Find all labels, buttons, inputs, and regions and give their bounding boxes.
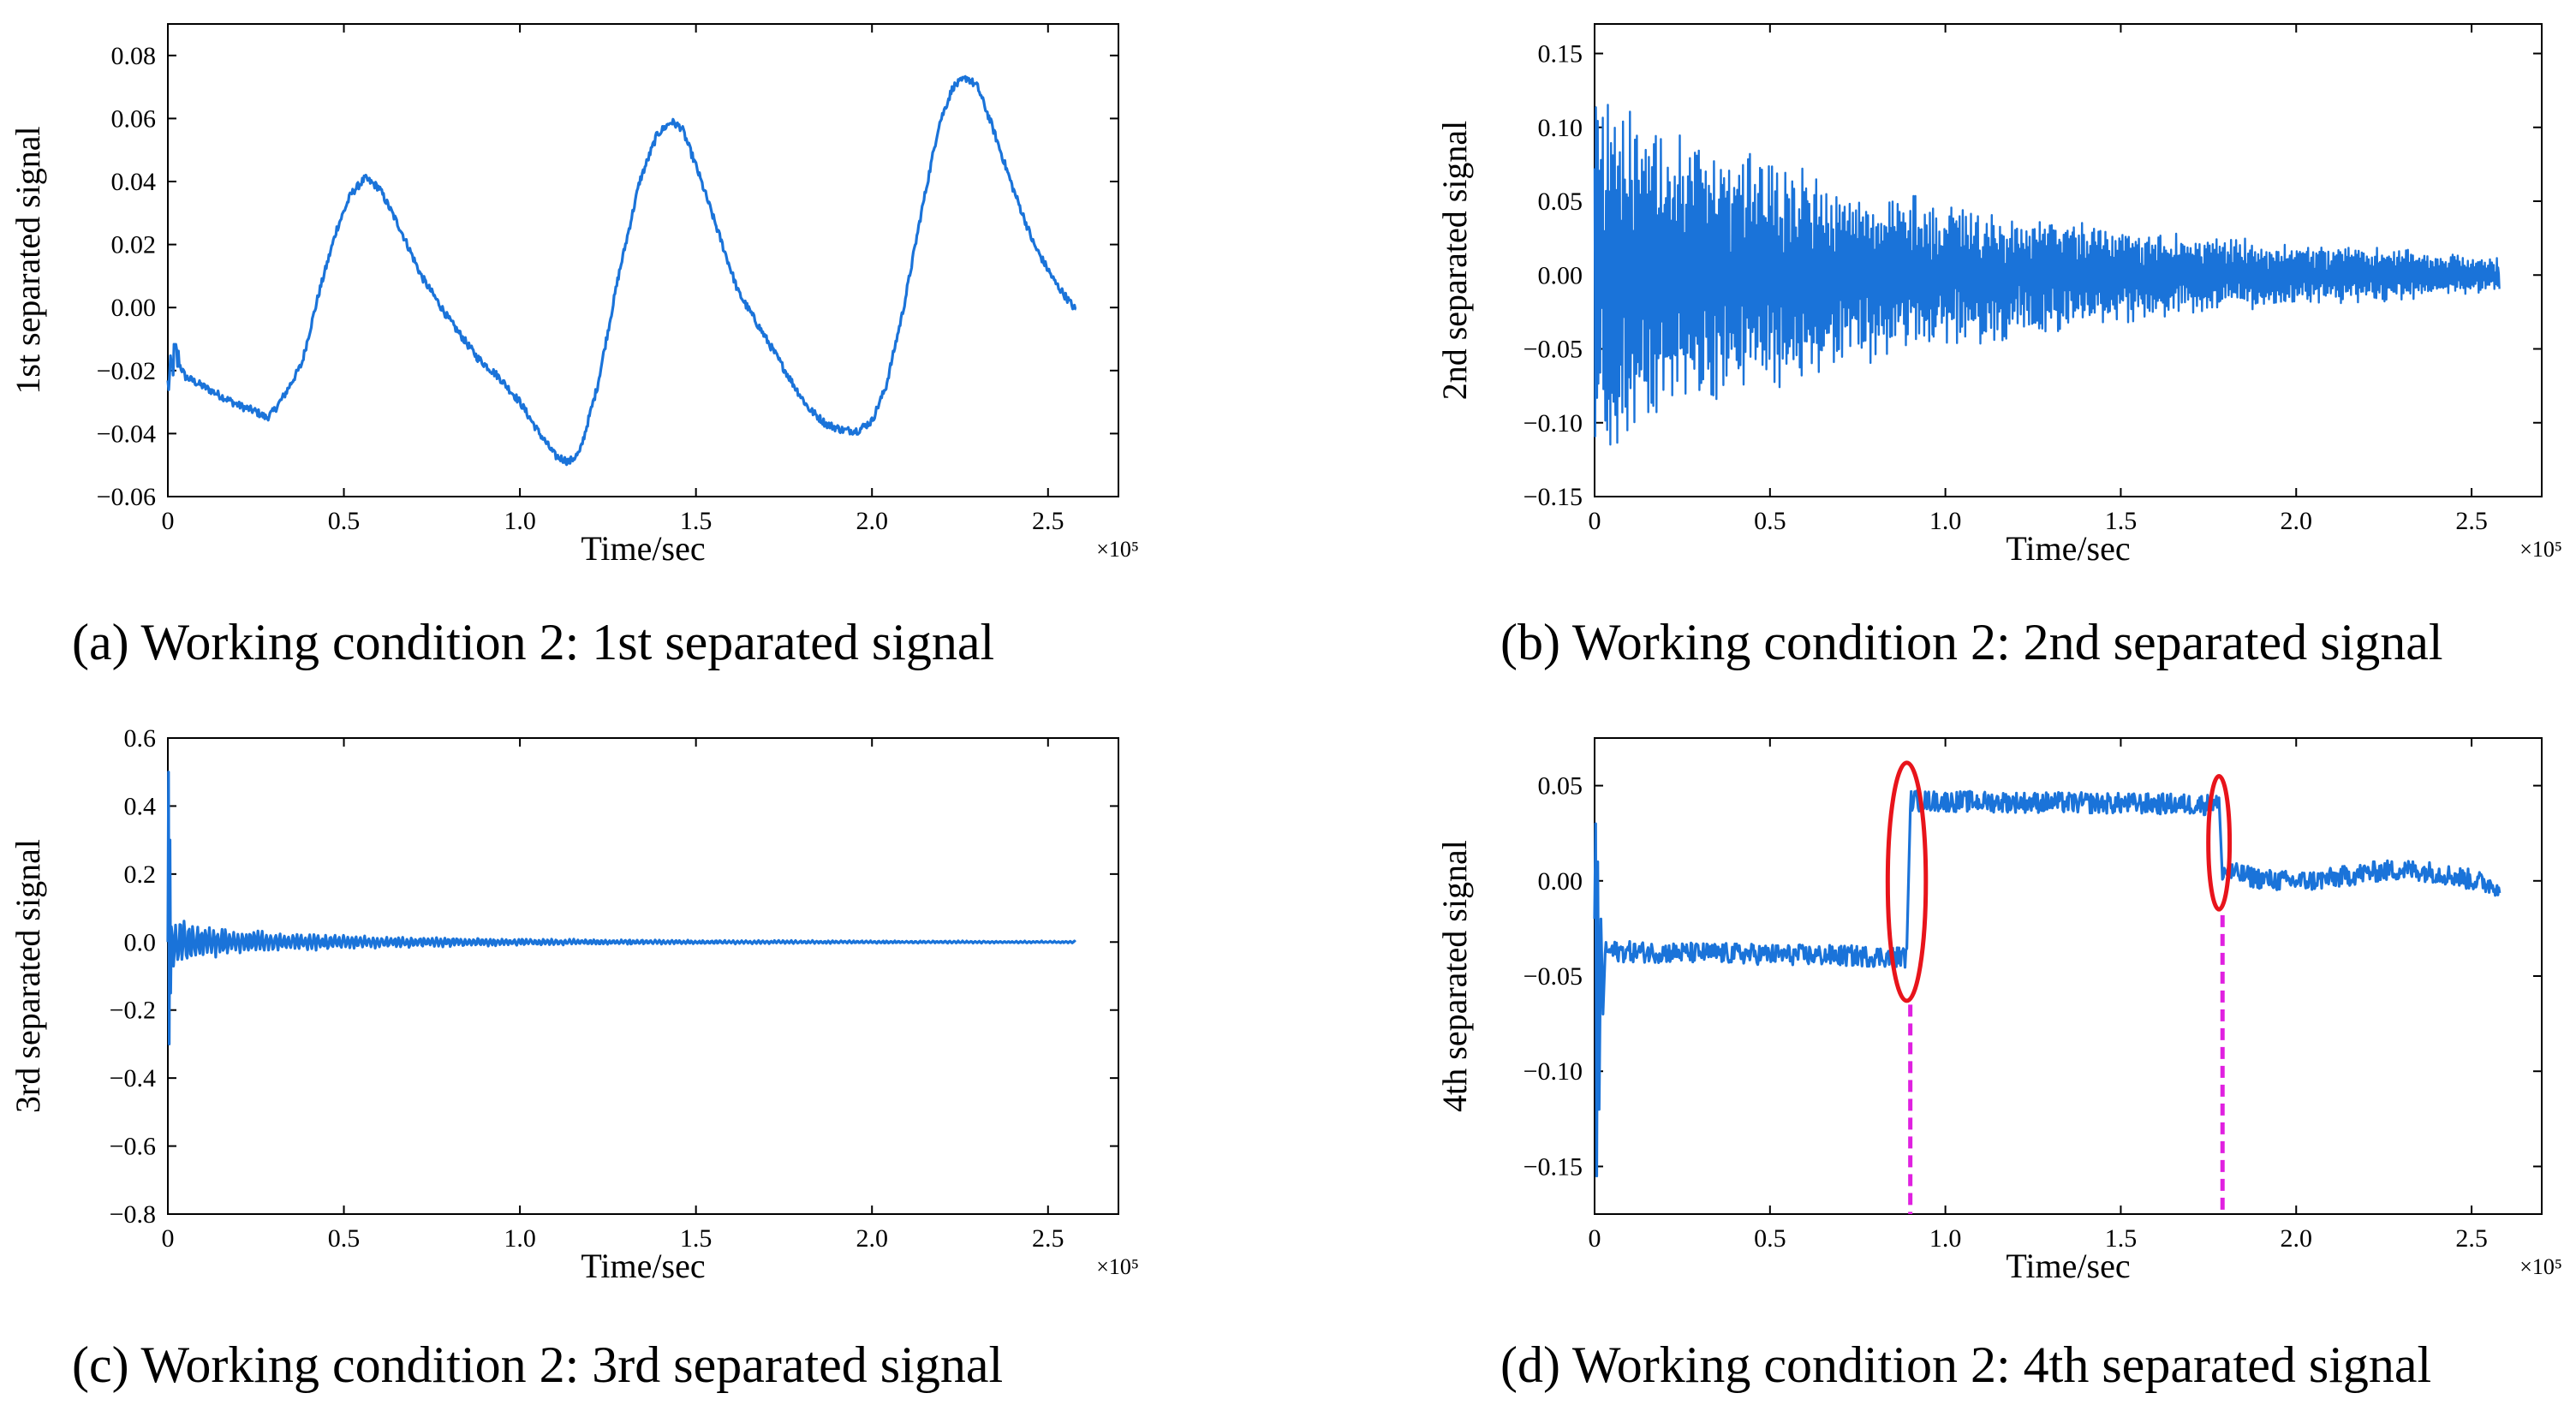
x-axis-multiplier: ×10⁵: [1096, 537, 1139, 562]
x-tick-label: 2.5: [1032, 1224, 1064, 1253]
y-tick-label: −0.10: [1524, 1057, 1583, 1086]
x-tick-label: 1.5: [2105, 1224, 2138, 1253]
y-tick-label: 0.0: [124, 928, 157, 956]
x-tick-label: 2.0: [2281, 507, 2313, 535]
y-axis-label: 4th separated signal: [1435, 840, 1474, 1112]
y-tick-label: 0.6: [124, 724, 157, 753]
y-axis-label: 3rd separated signal: [9, 839, 47, 1113]
x-tick-label: 0.5: [1754, 1224, 1786, 1253]
x-axis-label: Time/sec: [581, 529, 705, 568]
chart-panel-a: 0 0.5 1.0 1.5 2.0 2.5 −0.06 −0.04 −0.02 0.00 0.02 0…: [9, 23, 1139, 568]
y-tick-label: 0.06: [111, 104, 157, 133]
y-tick-label: −0.06: [97, 483, 156, 511]
y-tick-label: −0.2: [110, 997, 156, 1025]
x-tick-label: 0: [1589, 1224, 1601, 1253]
caption-c: (c) Working condition 2: 3rd separated s…: [72, 1337, 1004, 1393]
y-tick-label: −0.4: [110, 1064, 156, 1092]
y-tick-label: 0.00: [1538, 261, 1583, 289]
highlight-ellipse: [1885, 760, 1929, 1003]
y-tick-label: 0.02: [111, 231, 157, 259]
x-tick-label: 1.5: [680, 1224, 713, 1253]
y-tick-label: −0.15: [1524, 483, 1583, 511]
caption-b: (b) Working condition 2: 2nd separated s…: [1500, 614, 2443, 670]
y-tick-label: 0.04: [111, 168, 157, 196]
y-tick-label: −0.6: [110, 1133, 156, 1161]
y-tick-label: 0.4: [124, 792, 157, 820]
x-tick-label: 1.5: [680, 507, 713, 535]
y-tick-label: −0.15: [1524, 1152, 1583, 1181]
x-tick-label: 2.0: [856, 507, 888, 535]
y-tick-label: −0.05: [1524, 336, 1583, 364]
plot-frame: [167, 23, 1119, 497]
y-tick-label: 0.00: [1538, 867, 1583, 896]
y-tick-label: 0.15: [1538, 40, 1583, 68]
x-tick-label: 2.5: [2455, 1224, 2488, 1253]
series-line: [166, 74, 1077, 467]
x-tick-label: 2.5: [2455, 507, 2488, 535]
x-tick-label: 0: [1589, 507, 1601, 535]
y-tick-label: 0.05: [1538, 188, 1583, 216]
chart-panel-b: 0 0.5 1.0 1.5 2.0 2.5 −0.15 −0.10 −0.05 0.00 0.05 0…: [1435, 23, 2562, 568]
y-tick-label: 0.08: [111, 42, 157, 70]
x-tick-label: 0.5: [328, 507, 361, 535]
caption-d: (d) Working condition 2: 4th separated s…: [1500, 1337, 2432, 1393]
y-tick-label: 0.05: [1538, 772, 1583, 801]
x-axis-multiplier: ×10⁵: [2519, 537, 2562, 562]
x-tick-label: 2.5: [1032, 507, 1064, 535]
y-tick-label: −0.8: [110, 1200, 156, 1229]
y-tick-label: −0.02: [97, 357, 156, 385]
y-axis-label: 1st separated signal: [9, 126, 47, 394]
y-tick-label: −0.05: [1524, 962, 1583, 991]
x-tick-label: 1.0: [1929, 1224, 1962, 1253]
x-tick-label: 1.0: [504, 507, 536, 535]
y-tick-label: 0.10: [1538, 114, 1583, 142]
x-tick-label: 0.5: [328, 1224, 361, 1253]
x-tick-label: 1.0: [504, 1224, 536, 1253]
series-line: [1593, 104, 2501, 446]
x-tick-label: 0.5: [1754, 507, 1786, 535]
x-tick-label: 1.5: [2105, 507, 2138, 535]
x-tick-label: 2.0: [856, 1224, 888, 1253]
plot-frame: [167, 737, 1119, 1215]
y-tick-label: 0.2: [124, 860, 157, 889]
caption-a: (a) Working condition 2: 1st separated s…: [72, 614, 995, 670]
series-line: [1593, 789, 2501, 1178]
highlight-ellipse: [2206, 773, 2233, 912]
x-axis-label: Time/sec: [581, 1247, 705, 1285]
x-tick-label: 0: [162, 507, 175, 535]
x-axis-multiplier: ×10⁵: [2519, 1254, 2562, 1279]
y-tick-label: 0.00: [111, 294, 157, 322]
x-tick-label: 0: [162, 1224, 175, 1253]
x-tick-label: 2.0: [2281, 1224, 2313, 1253]
y-tick-label: −0.04: [97, 420, 156, 448]
x-tick-label: 1.0: [1929, 507, 1962, 535]
chart-panel-d: 0 0.5 1.0 1.5 2.0 2.5 −0.15 −0.10 −0.05 0.00 0.05 T…: [1435, 737, 2562, 1285]
y-axis-label: 2nd separated signal: [1435, 121, 1474, 401]
x-axis-multiplier: ×10⁵: [1096, 1254, 1139, 1279]
series-line: [166, 771, 1076, 1045]
x-axis-label: Time/sec: [2006, 529, 2130, 568]
chart-panel-c: 0 0.5 1.0 1.5 2.0 2.5 −0.8 −0.6 −0.4 −0.2 0.0 0.2 0.…: [9, 724, 1139, 1285]
y-tick-label: −0.10: [1524, 409, 1583, 438]
x-axis-label: Time/sec: [2006, 1247, 2130, 1285]
